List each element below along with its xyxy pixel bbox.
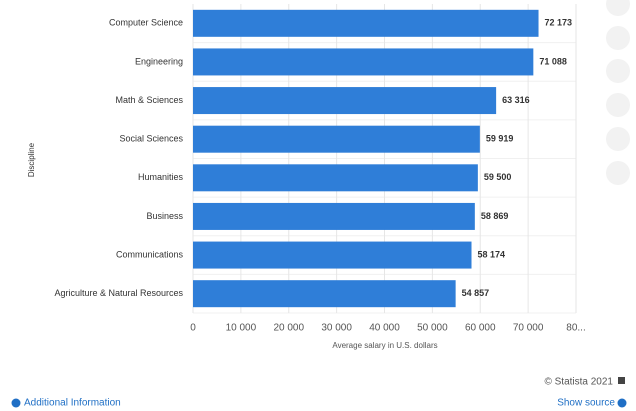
value-label: 59 919 [486, 134, 514, 144]
bar [193, 87, 497, 115]
info-icon [11, 398, 21, 408]
x-tick-label: 30 000 [321, 323, 352, 334]
bar [193, 9, 539, 37]
x-tick-label: 20 000 [273, 323, 304, 334]
y-tick-label: Math & Sciences [115, 95, 183, 105]
bar [193, 48, 534, 76]
value-label: 72 173 [545, 18, 573, 28]
print-button[interactable] [606, 161, 630, 185]
show-source-link[interactable]: Show source [557, 398, 615, 409]
value-label: 63 316 [502, 95, 530, 105]
y-tick-label: Engineering [135, 56, 183, 66]
y-tick-label: Communications [116, 249, 184, 259]
x-tick-label: 80... [566, 323, 585, 334]
value-label: 58 869 [481, 211, 509, 221]
x-axis-label: Average salary in U.S. dollars [332, 341, 437, 350]
x-tick-label: 10 000 [226, 323, 257, 334]
x-tick-label: 60 000 [465, 323, 496, 334]
cite-button[interactable] [606, 127, 630, 151]
flag-icon [618, 377, 625, 384]
y-tick-label: Business [146, 211, 183, 221]
bar [193, 280, 456, 308]
value-label: 54 857 [462, 288, 490, 298]
bar [193, 202, 475, 230]
x-tick-label: 0 [190, 323, 196, 334]
y-tick-label: Computer Science [109, 18, 183, 28]
additional-info-link[interactable]: Additional Information [24, 398, 121, 409]
favorite-button[interactable] [606, 0, 630, 16]
x-tick-label: 70 000 [513, 323, 544, 334]
settings-button[interactable] [606, 59, 630, 83]
y-tick-label: Agriculture & Natural Resources [54, 288, 183, 298]
bar [193, 241, 472, 269]
x-tick-label: 40 000 [369, 323, 400, 334]
value-label: 71 088 [539, 56, 567, 66]
y-tick-label: Social Sciences [119, 134, 183, 144]
copyright: © Statista 2021 [544, 377, 613, 388]
info-icon [617, 398, 627, 408]
alert-button[interactable] [606, 26, 630, 50]
y-axis-label: Discipline [27, 142, 36, 177]
bar [193, 164, 478, 192]
bar [193, 125, 480, 153]
toolbar [606, 0, 630, 185]
share-button[interactable] [606, 93, 630, 117]
value-label: 58 174 [478, 249, 506, 259]
y-tick-label: Humanities [138, 172, 184, 182]
value-label: 59 500 [484, 172, 512, 182]
x-tick-label: 50 000 [417, 323, 448, 334]
